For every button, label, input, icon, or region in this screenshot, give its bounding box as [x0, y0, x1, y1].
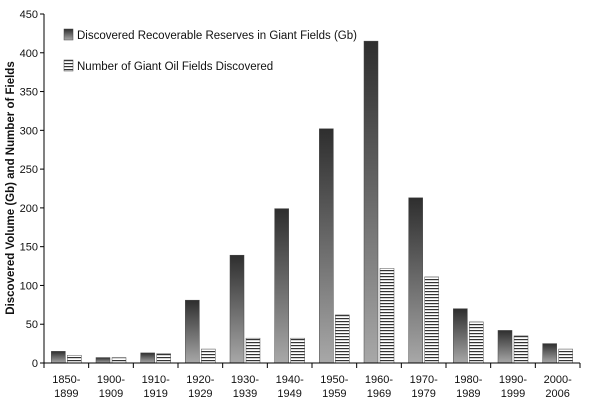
- x-tick-label: 1990-1999: [499, 374, 527, 400]
- y-tick-label: 200: [20, 203, 38, 215]
- x-tick-label: 1910-1919: [142, 374, 170, 400]
- x-tick-label: 1970-1979: [410, 374, 438, 400]
- bar-reserves: [453, 308, 468, 364]
- x-tick-label: 1900-1909: [97, 374, 125, 400]
- bar-reserves: [51, 351, 66, 364]
- bar-reserves: [319, 128, 334, 364]
- bar-fields: [67, 354, 82, 364]
- legend-swatch-reserves: [63, 28, 74, 41]
- y-tick-label: 50: [26, 319, 38, 331]
- bar-fields: [111, 357, 127, 364]
- bars: [51, 40, 573, 364]
- bar-fields: [335, 314, 350, 364]
- x-tick-label: 1980-1989: [454, 374, 482, 400]
- x-tick-label: 1930-1939: [231, 374, 259, 400]
- y-axis: 0 50 100 150 200 250 300 350 400 450: [20, 9, 44, 370]
- x-tick-label: 1920-1929: [186, 374, 214, 400]
- bar-fields: [558, 348, 573, 364]
- bar-reserves: [274, 208, 289, 364]
- legend: Discovered Recoverable Reserves in Giant…: [63, 28, 357, 73]
- bar-fields: [469, 321, 484, 364]
- y-tick-label: 100: [20, 280, 38, 292]
- bar-reserves: [408, 197, 423, 364]
- y-tick-label: 300: [20, 125, 38, 137]
- x-tick-label: 1950-1959: [320, 374, 348, 400]
- bar-reserves: [185, 299, 200, 364]
- legend-swatch-fields: [63, 59, 74, 72]
- y-axis-title: Discovered Volume (Gb) and Number of Fie…: [5, 61, 17, 314]
- y-tick-label: 450: [20, 9, 38, 21]
- y-tick-label: 0: [32, 358, 38, 370]
- x-tick-label: 1960-1969: [365, 374, 393, 400]
- bar-fields: [379, 268, 395, 364]
- bar-fields: [245, 337, 261, 364]
- legend-label-fields: Number of Giant Oil Fields Discovered: [77, 61, 273, 73]
- x-axis: 1850-1899 1900-1909 1910-1919 1920-1929 1930…: [43, 363, 581, 400]
- bar-fields: [513, 335, 529, 364]
- bar-reserves: [229, 254, 245, 364]
- bar-fields: [201, 348, 216, 364]
- y-tick-label: 400: [20, 48, 38, 60]
- y-tick-label: 350: [20, 87, 38, 99]
- bar-reserves: [497, 330, 513, 364]
- x-tick-label: 2000-2006: [544, 374, 572, 400]
- bar-reserves: [363, 40, 379, 364]
- bar-fields: [424, 276, 439, 364]
- bar-reserves: [140, 352, 155, 364]
- x-tick-label: 1850-1899: [52, 374, 80, 400]
- bar-fields: [290, 337, 305, 364]
- legend-label-reserves: Discovered Recoverable Reserves in Giant…: [77, 30, 357, 42]
- bar-reserves: [95, 357, 111, 364]
- bar-reserves: [542, 343, 557, 364]
- bar-fields: [156, 353, 171, 364]
- y-tick-label: 250: [20, 164, 38, 176]
- x-tick-label: 1940-1949: [276, 374, 304, 400]
- y-tick-label: 150: [20, 242, 38, 254]
